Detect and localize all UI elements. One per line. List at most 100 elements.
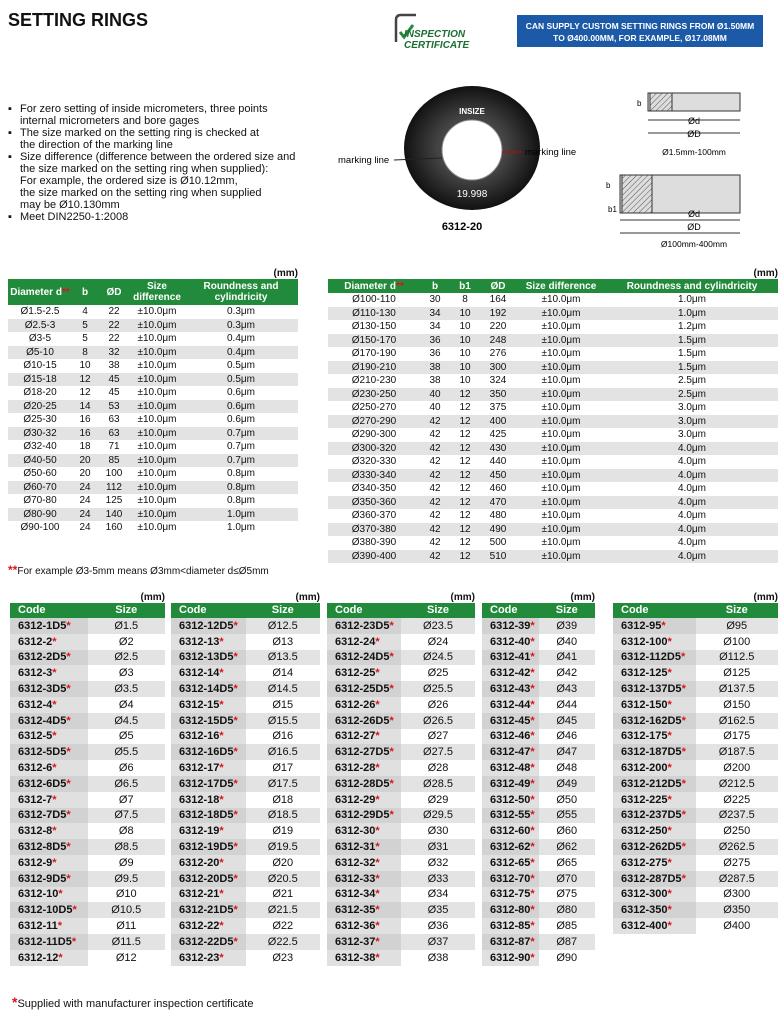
code-mark: * (375, 762, 380, 775)
code-cell: 6312-55* (482, 807, 539, 824)
size-cell: Ø44 (556, 698, 578, 711)
code-mark: * (219, 698, 224, 711)
footnote-mark: * (12, 994, 18, 1010)
code-cell: 6312-2D5* (10, 649, 88, 666)
cell: 38 (108, 360, 120, 372)
row: 6312-17D5* Ø17.5 (171, 775, 320, 792)
row: 6312-80* Ø80 (482, 902, 595, 919)
row: 6312-38* Ø38 (327, 949, 475, 966)
code-mark: * (375, 904, 380, 917)
code-mark: * (667, 825, 672, 838)
code-mark: * (667, 730, 672, 743)
cell: ±10.0μm (130, 480, 184, 494)
cell: 0.8μm (184, 480, 298, 494)
row: 6312-162D5* Ø162.5 (613, 712, 778, 729)
code-mark: * (681, 872, 686, 885)
code-cell: 6312-275* (613, 854, 696, 871)
cell: 375 (489, 402, 507, 414)
size-cell: Ø400 (723, 920, 751, 933)
code: 6312-212D5 (621, 777, 682, 790)
code-cell: 6312-41* (482, 649, 539, 666)
size-cell: Ø5.5 (87, 744, 165, 761)
header-text: ØD (490, 280, 506, 292)
code: 6312-287D5 (621, 872, 682, 885)
cell: 10 (450, 306, 480, 320)
code: 6312-11D5 (18, 935, 72, 948)
feature-line: For zero setting of inside micrometers, … (20, 103, 268, 115)
feature-item: ▪ For zero setting of inside micrometers,… (8, 103, 295, 127)
row: 6312-15* Ø15 (171, 696, 320, 713)
code-cell: 6312-262D5* (613, 839, 696, 855)
cell: 12 (459, 537, 471, 549)
code-cell: 6312-18* (171, 791, 246, 808)
footnote: *Supplied with manufacturer inspection c… (12, 994, 253, 1010)
code: 6312-275 (621, 856, 668, 869)
size-cell: Ø14.5 (245, 681, 320, 697)
size-cell: Ø20.5 (245, 870, 320, 887)
code-cell: 6312-62* (482, 839, 539, 855)
cell: 42 (429, 429, 441, 441)
row: 6312-20* Ø20 (171, 854, 320, 871)
size-cell: Ø212.5 (695, 775, 778, 792)
header-text: ØD (106, 286, 122, 298)
code-mark: * (389, 683, 394, 696)
header-text: Roundness and cylindricity (203, 281, 279, 303)
code-cell: 6312-19D5* (171, 839, 246, 855)
feature-line: the direction of the marking line (20, 139, 173, 151)
row: Ø80-90 24 140 ±10.0μm 1.0μm (8, 507, 298, 521)
row: 6312-100* Ø100 (613, 633, 778, 650)
unit-label: (mm) (450, 592, 475, 603)
code: 6312-30 (335, 825, 376, 838)
cell: Ø90-100 (20, 522, 60, 534)
feature-line: the size marked on the setting ring when… (20, 163, 269, 175)
size-cell: Ø65 (556, 856, 578, 869)
row: 6312-33* Ø33 (327, 870, 475, 887)
cell: Ø230-250 (328, 387, 420, 401)
code: 6312-20D5 (179, 872, 234, 885)
cell: 4.0μm (606, 522, 778, 536)
cell: 3.0μm (678, 402, 706, 414)
cell: ±10.0μm (516, 360, 606, 374)
code-grid: Code Size 6312-1D5* Ø1.5 6312-2* Ø2 6312-2D5* Ø… (10, 603, 165, 966)
code-mark: * (52, 762, 57, 775)
cell: ±10.0μm (516, 522, 606, 536)
cell: ±10.0μm (541, 483, 581, 495)
code: 6312-42 (490, 667, 531, 680)
cell: 45 (108, 387, 120, 399)
code-mark: * (681, 683, 686, 696)
row: Ø380-390 42 12 500 ±10.0μm 4.0μm (328, 536, 778, 550)
cell: 140 (98, 507, 130, 521)
code-cell: 6312-49* (482, 775, 539, 792)
cell: 63 (98, 426, 130, 440)
header-row: Code Size (482, 603, 595, 618)
note-mark: ** (8, 563, 18, 577)
size-cell: Ø80 (538, 902, 595, 919)
code-mark: * (66, 651, 71, 664)
cell: Ø50-60 (23, 468, 57, 480)
code-mark: * (72, 904, 77, 917)
code: 6312-47 (490, 746, 531, 759)
code-mark: * (52, 667, 57, 680)
code-mark: * (530, 667, 535, 680)
row: 6312-9D5* Ø9.5 (10, 870, 165, 887)
code-mark: * (667, 762, 672, 775)
code: 6312-6 (18, 762, 53, 775)
cell: 0.8μm (227, 468, 255, 480)
cell: ±10.0μm (541, 510, 581, 522)
code-mark: * (52, 698, 57, 711)
code-mark: * (530, 841, 535, 854)
cell: 450 (480, 468, 516, 482)
row: Ø150-170 36 10 248 ±10.0μm 1.5μm (328, 333, 778, 347)
row: 6312-5* Ø5 (10, 728, 165, 745)
cell: 248 (480, 333, 516, 347)
code: 6312-40 (490, 635, 531, 648)
size-cell: Ø33 (401, 870, 475, 887)
code-cell: 6312-33* (327, 870, 401, 887)
size-cell: Ø287.5 (695, 870, 778, 887)
code-cell: 6312-125* (613, 665, 696, 682)
row: 6312-75* Ø75 (482, 886, 595, 903)
cell: Ø10-15 (23, 360, 57, 372)
size-cell: Ø23 (272, 951, 294, 964)
row: 6312-62* Ø62 (482, 839, 595, 855)
cell: Ø15-18 (8, 372, 72, 386)
